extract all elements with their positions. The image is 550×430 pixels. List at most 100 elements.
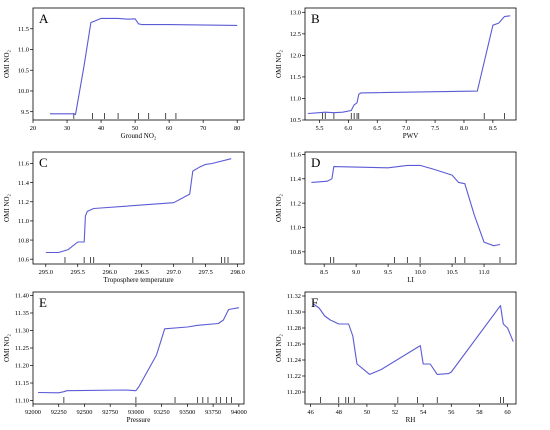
panel-a-xtick-label: 40 bbox=[98, 125, 104, 132]
panel-f-ytick-label: 11.26 bbox=[287, 341, 301, 348]
panel-f-line bbox=[313, 303, 514, 375]
panel-c-xtick-label: 296.0 bbox=[103, 269, 117, 276]
panel-b-xtick-label: 7.5 bbox=[431, 125, 439, 132]
panel-b-xtick-label: 5.5 bbox=[315, 125, 323, 132]
panel-a-xlabel: Ground NO₂ bbox=[121, 132, 157, 140]
panel-d-xtick-label: 10.0 bbox=[414, 269, 425, 276]
panel-a-xtick-label: 60 bbox=[166, 125, 172, 132]
panel-a-ylabel: OMI NO₂ bbox=[3, 49, 11, 77]
panel-e-label: E bbox=[39, 295, 47, 310]
panel-b-xtick-label: 8.0 bbox=[460, 125, 468, 132]
panel-f-ytick-label: 11.20 bbox=[287, 389, 301, 396]
panel-c-ytick-label: 10.8 bbox=[18, 237, 29, 244]
panel-c-ytick-label: 11.6 bbox=[18, 161, 29, 168]
panel-c-xtick-label: 295.5 bbox=[71, 269, 85, 276]
panel-a-xtick-label: 70 bbox=[200, 125, 206, 132]
panel-b-ytick-label: 13.0 bbox=[290, 10, 301, 17]
panel-a-ytick-label: 10.0 bbox=[18, 88, 29, 95]
panel-a-xtick-label: 30 bbox=[64, 125, 70, 132]
panel-d-ytick-label: 11.4 bbox=[290, 176, 302, 183]
panel-d-ylabel: OMI NO₂ bbox=[275, 193, 283, 221]
panel-e-xtick-label: 93000 bbox=[128, 409, 144, 416]
panel-a-ytick-label: 11.0 bbox=[18, 47, 29, 54]
panel-e-ytick-label: 11.20 bbox=[15, 363, 29, 370]
panel-c-ytick-label: 11.2 bbox=[18, 199, 29, 206]
panel-a-ytick-label: 10.5 bbox=[18, 67, 29, 74]
panel-b-ytick-label: 11.0 bbox=[290, 96, 301, 103]
panel-f-xtick-label: 52 bbox=[392, 409, 398, 416]
panel-e-xtick-label: 92250 bbox=[51, 409, 67, 416]
panel-a-line bbox=[50, 17, 238, 116]
panel-e-xlabel: Pressure bbox=[127, 416, 151, 424]
panel-b-xtick-label: 6.5 bbox=[373, 125, 381, 132]
panel-b-ytick-label: 12.0 bbox=[290, 53, 301, 60]
panel-b-ylabel: OMI NO₂ bbox=[275, 49, 283, 77]
panel-a-xtick-label: 80 bbox=[234, 125, 240, 132]
panel-f-ytick-label: 11.22 bbox=[287, 373, 301, 380]
panel-b: 5.5 6.0 6.5 7.0 7.5 8.0 8.5 10.5 11.0 11.5 12.0 12.… bbox=[275, 7, 517, 140]
panel-c-ytick-label: 11.4 bbox=[18, 180, 30, 187]
panel-c-ytick-label: 10.6 bbox=[18, 256, 29, 263]
panel-a-label: A bbox=[39, 11, 49, 26]
panel-d-ytick-label: 10.8 bbox=[290, 249, 301, 256]
panel-e-xtick-label: 92750 bbox=[102, 409, 118, 416]
panel-e-xtick-label: 92000 bbox=[25, 409, 41, 416]
panel-e-ytick-label: 11.40 bbox=[15, 293, 29, 300]
panel-d-xtick-label: 11.0 bbox=[479, 269, 490, 276]
panel-b-xtick-label: 8.5 bbox=[489, 125, 497, 132]
panel-f: 46 48 50 52 54 56 58 60 11.20 11.22 11.24 11.26 11.2… bbox=[275, 291, 517, 424]
panel-d-line bbox=[311, 164, 501, 247]
panel-d-label: D bbox=[311, 155, 320, 170]
panel-e-ytick-label: 11.25 bbox=[15, 345, 29, 352]
panel-f-xtick-label: 58 bbox=[476, 409, 482, 416]
panel-f-xtick-label: 50 bbox=[364, 409, 370, 416]
panel-c-xtick-label: 297.0 bbox=[166, 269, 180, 276]
panel-e-line bbox=[38, 307, 239, 394]
panel-e-xtick-label: 93750 bbox=[205, 409, 221, 416]
panel-e-ytick-label: 11.10 bbox=[15, 398, 29, 405]
panel-b-frame bbox=[304, 7, 517, 121]
panel-e-xtick-label: 94000 bbox=[231, 409, 247, 416]
panel-d-xtick-label: 8.5 bbox=[320, 269, 328, 276]
panel-d-xlabel: LI bbox=[407, 276, 414, 284]
panel-a-ytick-label: 11.5 bbox=[18, 26, 29, 33]
panel-c-xtick-label: 296.5 bbox=[135, 269, 149, 276]
panel-d-frame bbox=[304, 151, 517, 265]
panel-f-ytick-label: 11.28 bbox=[287, 325, 301, 332]
panel-e: 92000 92250 92500 92750 93000 93250 93500 93750… bbox=[3, 291, 247, 424]
panel-f-xtick-label: 46 bbox=[307, 409, 313, 416]
panel-c-xtick-label: 298.0 bbox=[230, 269, 244, 276]
panel-a-xtick-label: 50 bbox=[132, 125, 138, 132]
panel-d-xtick-label: 10.5 bbox=[446, 269, 457, 276]
panel-c-xtick-label: 297.5 bbox=[198, 269, 212, 276]
panel-d-ytick-label: 11.2 bbox=[290, 200, 301, 207]
panel-f-xtick-label: 60 bbox=[504, 409, 510, 416]
panel-d: 8.5 9.0 9.5 10.0 10.5 11.0 10.8 11.0 11.2 11.4 11.… bbox=[275, 151, 517, 284]
panel-a-xtick-label: 20 bbox=[30, 125, 36, 132]
panel-b-xlabel: PWV bbox=[403, 132, 419, 140]
panel-b-xtick-label: 6.0 bbox=[344, 125, 352, 132]
panel-c-xtick-label: 295.0 bbox=[39, 269, 53, 276]
panel-c-line bbox=[45, 158, 232, 254]
panel-f-xtick-label: 56 bbox=[448, 409, 454, 416]
panel-f-xtick-label: 48 bbox=[336, 409, 342, 416]
panel-f-ylabel: OMI NO₂ bbox=[275, 333, 283, 361]
panel-e-xtick-label: 92500 bbox=[76, 409, 92, 416]
panel-f-xtick-label: 54 bbox=[420, 409, 427, 416]
panel-b-ytick-label: 12.5 bbox=[290, 31, 301, 38]
panel-d-xtick-label: 9.5 bbox=[384, 269, 392, 276]
panel-c-frame bbox=[32, 151, 245, 265]
panel-b-ytick-label: 10.5 bbox=[290, 117, 301, 124]
panel-f-ytick-label: 11.30 bbox=[287, 309, 301, 316]
panel-f-ytick-label: 11.24 bbox=[287, 357, 302, 364]
panel-b-line bbox=[307, 15, 511, 115]
panel-e-xtick-label: 93500 bbox=[179, 409, 195, 416]
panel-c-label: C bbox=[39, 155, 48, 170]
panel-c-ytick-label: 11.0 bbox=[18, 218, 29, 225]
panel-e-ytick-label: 11.15 bbox=[15, 380, 29, 387]
panel-e-ytick-label: 11.35 bbox=[15, 310, 29, 317]
panel-c-ylabel: OMI NO₂ bbox=[3, 193, 11, 221]
panel-d-ytick-label: 11.0 bbox=[290, 225, 301, 232]
